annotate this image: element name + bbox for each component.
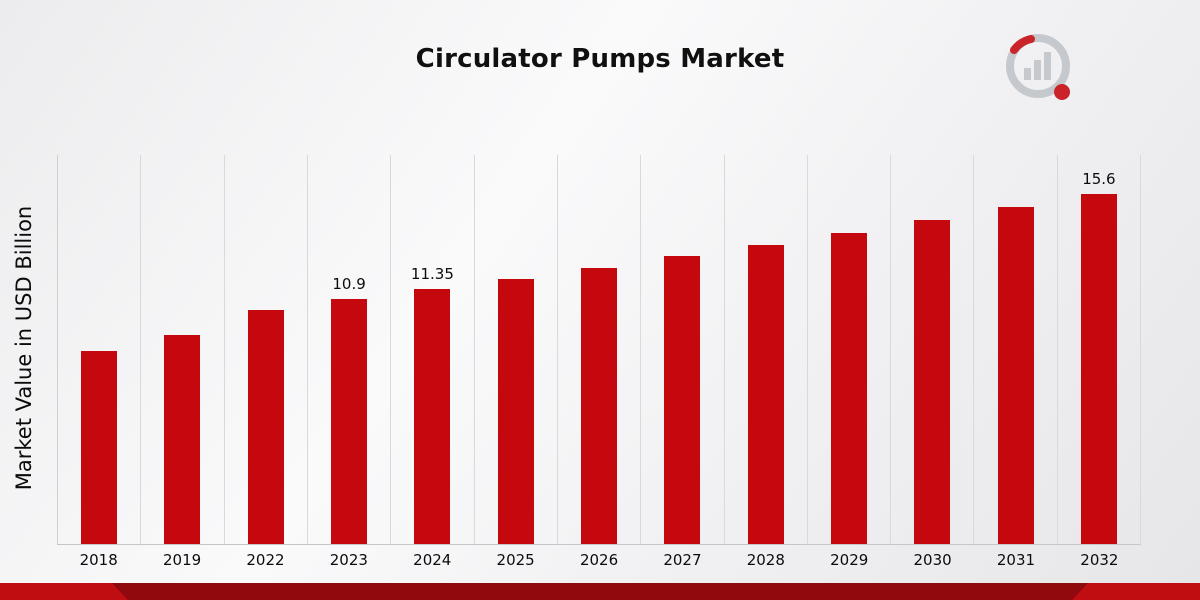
x-tick-label-2028: 2028 (746, 551, 785, 569)
brand-logo-icon (1006, 34, 1070, 100)
bar-2025 (497, 279, 534, 544)
bar-column-2024: 11.35 (390, 155, 473, 544)
bar-column-2026 (556, 155, 640, 544)
footer-ribbon-accent (112, 583, 1088, 600)
x-axis: 2018 2019 2022 2023 2024 2025 2026 2027 2028 2029… (57, 551, 1141, 573)
x-tick-label-2027: 2027 (663, 551, 702, 569)
x-tick-label-2032: 2032 (1080, 551, 1119, 569)
x-tick-label-2022: 2022 (246, 551, 285, 569)
x-tick-label-2026: 2026 (579, 551, 619, 569)
bar-2031 (997, 207, 1034, 544)
bar-column-2032: 15.6 (1056, 155, 1140, 544)
bar-column-2022 (223, 155, 307, 544)
bar-column-2029 (806, 155, 890, 544)
bar-2018 (81, 351, 118, 544)
bar-2026 (581, 268, 618, 544)
x-tick-label-2029: 2029 (830, 551, 869, 569)
x-tick-label-2031: 2031 (996, 551, 1036, 569)
brand-logo (998, 28, 1082, 112)
bar-2024 (414, 289, 451, 544)
bar-value-label-2023: 10.9 (332, 275, 366, 293)
x-tick-label-2019: 2019 (162, 551, 202, 569)
y-axis-label: Market Value in USD Billion (12, 205, 36, 491)
bar-2027 (664, 256, 701, 544)
bar-2023 (331, 299, 368, 544)
plot-area: 10.9 11.35 15.6 (57, 155, 1141, 545)
bar-2029 (830, 233, 867, 544)
bar-column-2028 (723, 155, 807, 544)
chart-title: Circulator Pumps Market (415, 44, 785, 74)
bar-2028 (747, 245, 784, 544)
bar-column-2030 (890, 155, 973, 544)
bar-column-2023: 10.9 (306, 155, 390, 544)
bar-value-label-2032: 15.6 (1082, 170, 1116, 188)
x-tick-label-2018: 2018 (79, 551, 118, 569)
bar-column-2027 (640, 155, 723, 544)
bar-value-label-2024: 11.35 (410, 265, 454, 283)
x-tick-label-2024: 2024 (413, 551, 452, 569)
x-tick-label-2025: 2025 (496, 551, 535, 569)
bar-column-2018 (58, 155, 140, 544)
bar-column-2025 (473, 155, 557, 544)
x-tick-label-2023: 2023 (329, 551, 368, 569)
bar-2032 (1080, 194, 1117, 544)
bar-2022 (247, 310, 284, 544)
bar-column-2031 (973, 155, 1056, 544)
x-tick-label-2030: 2030 (913, 551, 952, 569)
bar-column-2019 (140, 155, 223, 544)
bar-2030 (914, 220, 951, 544)
bar-2019 (164, 335, 201, 544)
footer-ribbon (0, 583, 1200, 600)
